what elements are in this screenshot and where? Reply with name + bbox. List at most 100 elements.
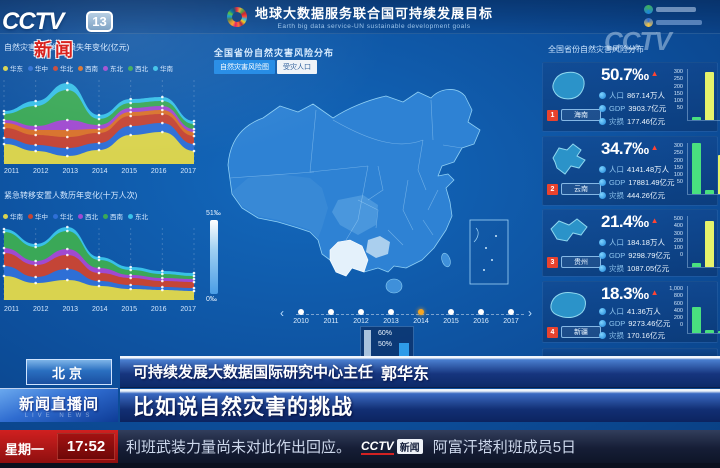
timeline-dot[interactable] <box>508 309 514 315</box>
legend-dot <box>128 65 133 71</box>
legend-item[interactable]: 西北 <box>128 63 148 73</box>
timeline-year[interactable]: 2011 <box>318 309 344 325</box>
stacked-area-chart-economic-loss <box>2 80 196 164</box>
x-tick: 2012 <box>32 306 49 313</box>
stat-row: 灾损 444.26亿元 <box>599 190 665 201</box>
province-card-xinjiang[interactable]: 4 新疆 18.3‰ ▲ 人口 41.36万人 GDP 9273.46亿元 灾损 170… <box>542 281 720 343</box>
province-patch-sichuan <box>332 195 378 235</box>
legend-label: 华北 <box>60 214 73 221</box>
stat-row: 人口 184.18万人 <box>599 237 665 248</box>
timeline-dot[interactable] <box>448 309 454 315</box>
legend-dot <box>3 213 8 219</box>
legend-item[interactable]: 华北 <box>53 63 73 73</box>
timeline-year[interactable]: 2015 <box>438 309 464 325</box>
legend-item[interactable]: 东北 <box>128 211 148 221</box>
partner-logo-2-icon <box>644 18 653 27</box>
mini-bar-chart <box>687 286 720 334</box>
legend-dot <box>103 213 108 219</box>
rate-up-icon: ▲ <box>650 143 659 152</box>
timeline-year[interactable]: 2016 <box>468 309 494 325</box>
ticker-text-before: 利班武装力量尚未对此作出回应。 <box>126 439 352 456</box>
rank-badge: 2 <box>547 183 558 195</box>
rate-up-icon: ▲ <box>650 216 659 225</box>
stat-row: GDP 17881.49亿元 <box>599 177 675 188</box>
legend-item[interactable]: 华东 <box>3 63 23 73</box>
partner-logo-2-text <box>656 20 702 25</box>
news-logo-overlay: 新闻 <box>34 40 76 60</box>
legend-item[interactable]: 华中 <box>28 211 48 221</box>
legend-dot <box>78 65 83 71</box>
legend-dot <box>53 65 58 71</box>
legend-label: 东北 <box>135 214 148 221</box>
speaker-caption-bar: 可持续发展大数据国际研究中心主任 郭华东 <box>120 356 720 388</box>
province-card-hainan[interactable]: 1 海南 50.7‰ ▲ 人口 867.14万人 GDP 3903.7亿元 灾损 177… <box>542 62 720 132</box>
tab-disaster-risk-map[interactable]: 自然灾害风险图 <box>214 60 275 74</box>
timeline-dot[interactable] <box>478 309 484 315</box>
timeline-prev-icon[interactable]: ‹ <box>280 306 284 320</box>
timeline-next-icon[interactable]: › <box>528 306 532 320</box>
x-tick: 2016 <box>150 306 167 313</box>
news-ticker: 利班武装力量尚未对此作出回应。 CCTV 新闻 阿富汗塔利班成员5日 <box>118 430 720 463</box>
legend-item[interactable]: 华南 <box>3 211 23 221</box>
legend-item[interactable]: 东北 <box>103 63 123 73</box>
stat-row: 灾损 170.16亿元 <box>599 330 665 341</box>
disaster-rate: 18.3‰ ▲ <box>601 284 659 303</box>
cctv-news-badge: CCTV 新闻 <box>361 439 423 455</box>
program-logo: 新闻直播间 LIVE NEWS <box>0 388 118 422</box>
partner-logo-1 <box>644 5 696 14</box>
timeline-dot[interactable] <box>418 309 424 315</box>
channel-number-badge: 13 <box>86 11 113 32</box>
timeline-year[interactable]: 2014 <box>408 309 434 325</box>
x-tick: 2014 <box>91 306 108 313</box>
x-tick: 2016 <box>150 168 167 175</box>
legend-label: 西北 <box>135 66 148 73</box>
legend-item[interactable]: 华中 <box>28 63 48 73</box>
timeline-dot[interactable] <box>298 309 304 315</box>
tooltip-handle <box>364 330 371 356</box>
stat-row: 灾损 1087.05亿元 <box>599 263 669 274</box>
timeline-dot[interactable] <box>358 309 364 315</box>
gdp-icon <box>599 105 606 112</box>
legend-item[interactable]: 西南 <box>103 211 123 221</box>
timeline-year[interactable]: 2010 <box>288 309 314 325</box>
x-tick: 2013 <box>62 306 79 313</box>
dashboard-title: 地球大数据服务联合国可持续发展目标 <box>254 6 493 21</box>
china-choropleth-map[interactable] <box>218 70 530 322</box>
timeline-year[interactable]: 2012 <box>348 309 374 325</box>
mini-chart-axis: 300 250 200 150 100 50 <box>673 143 683 186</box>
legend-item[interactable]: 西北 <box>78 211 98 221</box>
population-icon <box>599 166 606 173</box>
population-icon <box>599 92 606 99</box>
timeline-year[interactable]: 2013 <box>378 309 404 325</box>
disaster-rate: 50.7‰ ▲ <box>601 65 659 84</box>
weekday-label: 星期一 <box>5 442 45 457</box>
province-card-guizhou[interactable]: 3 贵州 21.4‰ ▲ 人口 184.18万人 GDP 9298.79亿元 灾损 10… <box>542 209 720 277</box>
stacked-area-chart-relocated-population <box>2 225 196 300</box>
stat-row: GDP 9273.46亿元 <box>599 318 670 329</box>
map-tooltip: 60% 50% <box>360 326 414 360</box>
timeline-dot[interactable] <box>388 309 394 315</box>
loss-icon <box>599 192 606 199</box>
map-legend-gradient-bar <box>210 220 218 294</box>
legend-item[interactable]: 华南 <box>153 63 173 73</box>
legend-item[interactable]: 西南 <box>78 63 98 73</box>
province-card-yunnan[interactable]: 2 云南 34.7‰ ▲ 人口 4141.48万人 GDP 17881.49亿元 灾损… <box>542 136 720 206</box>
cctv-channel-logo: CCTV <box>2 8 64 35</box>
partner-logo-2 <box>644 18 702 27</box>
stat-row: 人口 4141.48万人 <box>599 164 669 175</box>
gdp-icon <box>599 252 606 259</box>
hainan-island <box>385 278 403 294</box>
province-name: 贵州 <box>561 256 601 268</box>
timeline-year[interactable]: 2017 <box>498 309 524 325</box>
sdg-wheel-icon <box>226 6 247 27</box>
x-tick: 2017 <box>180 168 196 175</box>
tab-affected-population[interactable]: 受灾人口 <box>277 60 317 74</box>
chart2-x-axis: 2011 2012 2013 2014 2015 2016 2017 <box>4 306 196 313</box>
stat-row: 人口 41.36万人 <box>599 306 661 317</box>
legend-item[interactable]: 华北 <box>53 211 73 221</box>
map-legend-max: 51‰ <box>206 210 221 217</box>
legend-label: 华北 <box>60 66 73 73</box>
headline-caption-bar: 比如说自然灾害的挑战 <box>120 389 720 422</box>
timeline-dot[interactable] <box>328 309 334 315</box>
gdp-icon <box>599 179 606 186</box>
